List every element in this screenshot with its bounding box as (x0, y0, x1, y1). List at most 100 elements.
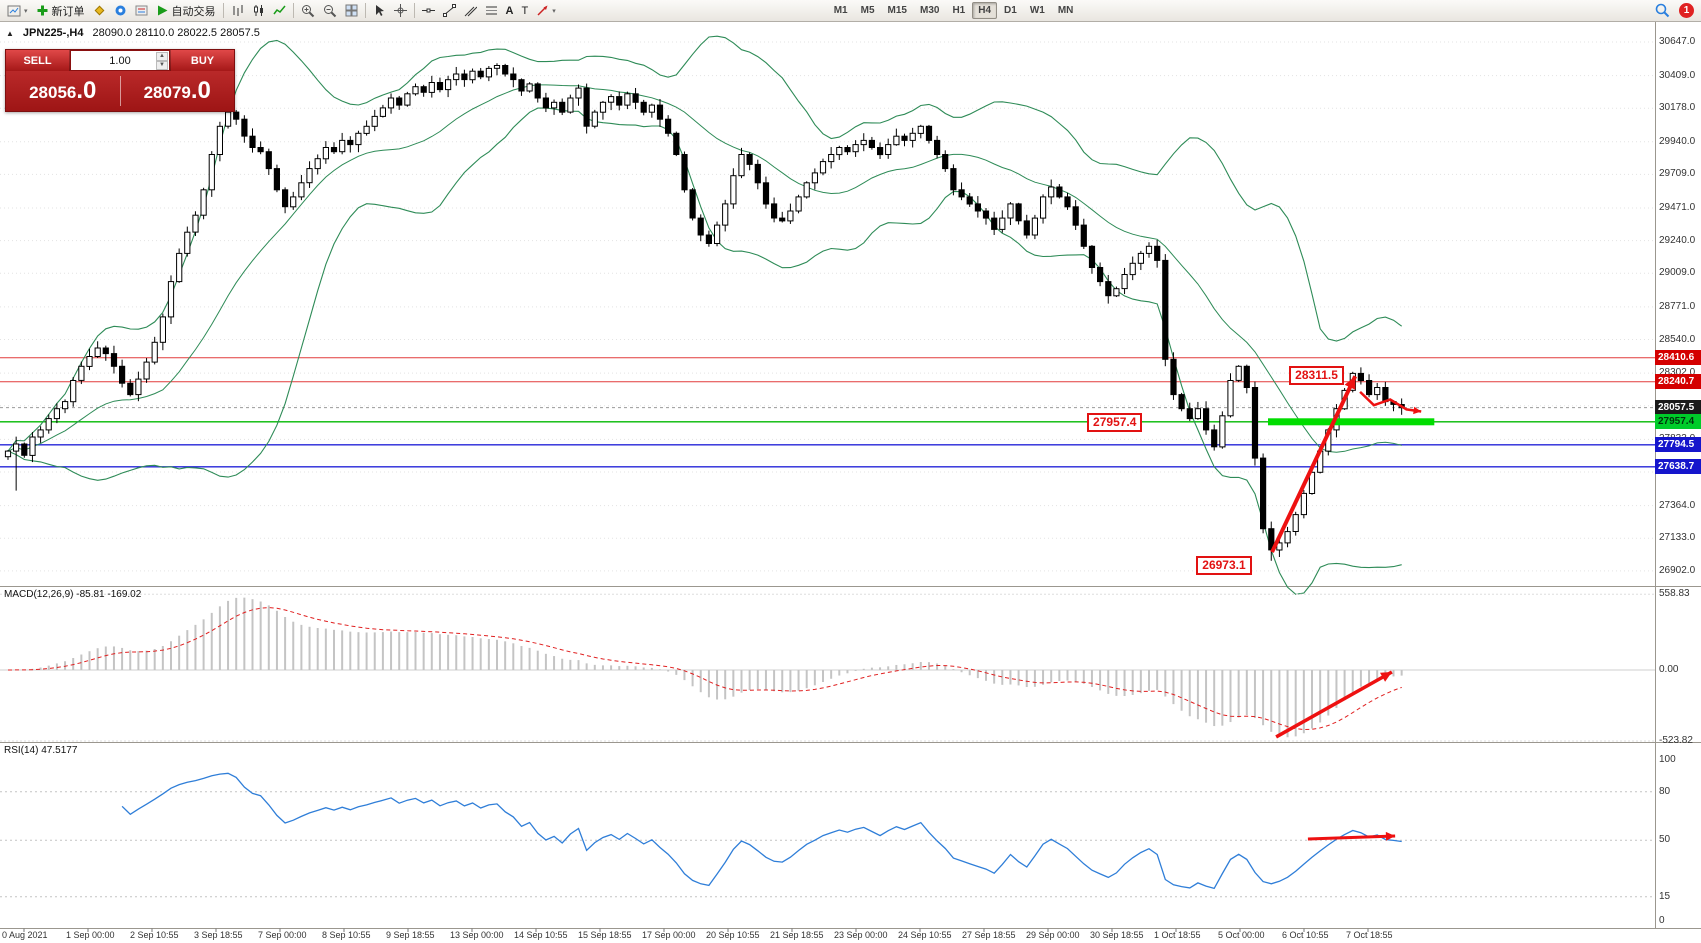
terminal-icon (135, 5, 148, 16)
volume-input[interactable]: 1.00 ▲ ▼ (70, 50, 170, 71)
notification-badge[interactable]: 1 (1679, 3, 1694, 18)
rsi-label: RSI(14) 47.5177 (4, 745, 78, 756)
volume-spinner: ▲ ▼ (156, 51, 168, 70)
new-chart-button[interactable]: ▾ (3, 1, 32, 20)
price-axis-label: 27133.0 (1659, 532, 1696, 544)
buy-price[interactable]: 28079.0 (121, 77, 235, 105)
bar-chart-button[interactable] (227, 1, 248, 20)
timeframe-m5[interactable]: M5 (860, 5, 875, 16)
support-zone (1268, 418, 1435, 426)
timeframe-m30[interactable]: M30 (919, 5, 940, 16)
trade-panel-price-row: 28056.0 28079.0 (6, 71, 234, 111)
price-axis-label: 28771.0 (1659, 300, 1696, 312)
price-axis-label: 29940.0 (1659, 135, 1696, 147)
new-order-button[interactable]: 新订单 (32, 1, 89, 20)
rsi-line (121, 772, 1402, 890)
buy-button[interactable]: BUY (170, 50, 234, 71)
navigator-icon (115, 5, 126, 16)
candlestick-chart-button[interactable] (248, 1, 269, 20)
buy-price-frac: .0 (190, 77, 211, 104)
terminal-button[interactable] (131, 1, 152, 20)
label-tool-button[interactable]: T (521, 4, 529, 17)
horizontal-line-tool-button[interactable] (418, 1, 439, 20)
macd-histogram (15, 597, 1403, 738)
price-axis-label: 30647.0 (1659, 35, 1696, 47)
zoom-in-icon (301, 4, 314, 17)
price-axis-label: 30178.0 (1659, 102, 1696, 114)
search-button[interactable] (1651, 1, 1674, 20)
panel-separators (0, 22, 1701, 929)
toolbar-separator (364, 3, 366, 18)
toolbar-separator (413, 3, 415, 18)
zoom-out-icon (323, 4, 336, 17)
price-tag: 27638.7 (1655, 459, 1701, 475)
market-watch-icon (94, 5, 104, 16)
candlestick-icon (253, 5, 263, 16)
arrows-tool-button[interactable]: ▾ (532, 1, 560, 20)
toolbar-separator (292, 3, 294, 18)
trade-panel-top-row: SELL 1.00 ▲ ▼ BUY (6, 50, 234, 71)
arrow-tool-icon (537, 5, 548, 16)
navigator-button[interactable] (110, 1, 131, 20)
zoom-out-button[interactable] (319, 1, 341, 20)
volume-down-button[interactable]: ▼ (156, 60, 168, 70)
bollinger-bands (7, 35, 1403, 595)
time-axis-ticks (23, 928, 1369, 932)
price-tag: 28410.6 (1655, 350, 1701, 366)
text-tool-button[interactable]: A (505, 4, 514, 17)
rsi-grid (0, 791, 1655, 898)
autotrading-label: 自动交易 (171, 5, 216, 18)
price-tag: 27957.4 (1655, 414, 1701, 430)
volume-value: 1.00 (109, 54, 131, 67)
macd-axis-label: 558.83 (1659, 588, 1690, 600)
horizontal-level-lines (0, 357, 1655, 468)
autotrading-button[interactable]: 自动交易 (152, 1, 220, 20)
sell-button[interactable]: SELL (6, 50, 70, 71)
rsi-axis-label: 100 (1659, 753, 1676, 765)
collapse-icon[interactable]: ▲ (6, 28, 14, 38)
channel-tool-button[interactable] (460, 1, 481, 20)
timeframe-w1[interactable]: W1 (1029, 5, 1045, 16)
horizontal-line-icon (421, 8, 435, 13)
rsi-axis-label: 50 (1659, 834, 1671, 846)
fibonacci-tool-button[interactable] (481, 1, 502, 20)
timeframe-m1[interactable]: M1 (833, 5, 848, 16)
timeframe-m15[interactable]: M15 (887, 5, 907, 16)
price-axis-label: 27364.0 (1659, 499, 1696, 511)
wiggle-arrow (1359, 390, 1422, 415)
crosshair-tool-button[interactable] (390, 1, 411, 20)
tile-windows-icon (345, 4, 358, 17)
price-callout-support[interactable]: 27957.4 (1087, 412, 1143, 432)
search-icon (1655, 3, 1670, 18)
price-axis[interactable]: 30647.0 30409.0 30178.0 29940.0 29709.0 29471… (1655, 0, 1701, 943)
new-chart-icon (7, 5, 21, 16)
timeframe-h4[interactable]: H4 (972, 2, 998, 19)
tile-windows-button[interactable] (341, 1, 362, 20)
price-tag: 27794.5 (1655, 437, 1701, 453)
line-chart-button[interactable] (269, 1, 290, 20)
macd-arrow (1275, 670, 1393, 739)
toolbar: ▾ 新订单 自动交易 (0, 0, 1701, 22)
sell-price[interactable]: 28056.0 (6, 77, 120, 105)
timeframe-d1[interactable]: D1 (1004, 5, 1017, 16)
timeframe-h1[interactable]: H1 (952, 5, 966, 16)
trendline-tool-button[interactable] (439, 1, 460, 20)
candles (4, 63, 1405, 561)
zoom-in-button[interactable] (297, 1, 319, 20)
trend-arrow (1270, 375, 1358, 553)
price-callout-low[interactable]: 26973.1 (1196, 556, 1252, 576)
price-axis-label: 29240.0 (1659, 234, 1696, 246)
market-watch-button[interactable] (89, 1, 110, 20)
price-axis-label: 30409.0 (1659, 69, 1696, 81)
bar-chart-icon (233, 5, 243, 16)
sell-price-frac: .0 (76, 77, 97, 104)
macd-axis-label: -523.82 (1659, 734, 1693, 746)
volume-up-button[interactable]: ▲ (156, 51, 168, 61)
equidistant-channel-icon (464, 6, 477, 17)
price-callout-high[interactable]: 28311.5 (1289, 365, 1344, 385)
timeframe-mn[interactable]: MN (1057, 5, 1074, 16)
cursor-tool-button[interactable] (369, 1, 390, 20)
